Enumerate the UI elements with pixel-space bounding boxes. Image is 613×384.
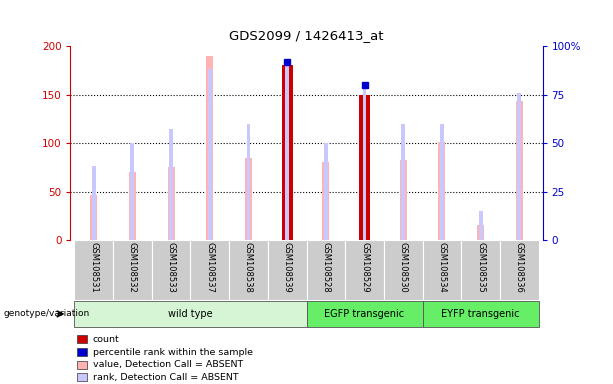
Bar <box>113 240 152 300</box>
Bar <box>479 211 482 240</box>
Bar <box>402 124 405 240</box>
Text: EGFP transgenic: EGFP transgenic <box>324 309 405 319</box>
Bar <box>500 240 539 300</box>
Text: percentile rank within the sample: percentile rank within the sample <box>93 348 253 357</box>
Text: EYFP transgenic: EYFP transgenic <box>441 309 520 319</box>
Bar <box>152 240 191 300</box>
Bar <box>438 142 446 240</box>
Text: GSM108535: GSM108535 <box>476 242 485 293</box>
Bar <box>422 240 461 300</box>
Text: GSM108537: GSM108537 <box>205 242 215 293</box>
Bar <box>167 167 175 240</box>
Bar <box>477 225 484 240</box>
Text: GSM108539: GSM108539 <box>283 242 292 293</box>
Bar <box>306 301 422 327</box>
Text: GSM108534: GSM108534 <box>438 242 446 293</box>
Text: GSM108532: GSM108532 <box>128 242 137 293</box>
Bar <box>74 301 306 327</box>
Bar <box>77 348 87 356</box>
Bar <box>285 61 289 240</box>
Bar <box>207 56 213 240</box>
Bar <box>229 240 268 300</box>
Bar <box>246 124 250 240</box>
Text: count: count <box>93 334 120 344</box>
Bar <box>361 159 368 240</box>
Bar <box>77 373 87 381</box>
Bar <box>90 195 97 240</box>
Bar <box>440 124 444 240</box>
Text: wild type: wild type <box>168 309 213 319</box>
Text: GSM108530: GSM108530 <box>398 242 408 293</box>
Bar <box>359 94 370 240</box>
Bar <box>268 240 306 300</box>
Bar <box>461 240 500 300</box>
Bar <box>345 240 384 300</box>
Bar <box>77 335 87 343</box>
Bar <box>306 240 345 300</box>
Text: genotype/variation: genotype/variation <box>3 310 89 318</box>
Bar <box>322 162 329 240</box>
Bar <box>282 65 292 240</box>
Bar <box>131 143 134 240</box>
Bar <box>384 240 422 300</box>
Bar <box>517 93 521 240</box>
Bar <box>324 143 328 240</box>
Bar <box>363 87 367 240</box>
Bar <box>245 157 252 240</box>
Text: GSM108533: GSM108533 <box>167 242 175 293</box>
Bar <box>516 101 523 240</box>
Text: GSM108529: GSM108529 <box>360 242 369 292</box>
Bar <box>77 361 87 369</box>
Title: GDS2099 / 1426413_at: GDS2099 / 1426413_at <box>229 29 384 42</box>
Bar <box>284 153 291 240</box>
Bar <box>92 166 96 240</box>
Text: value, Detection Call = ABSENT: value, Detection Call = ABSENT <box>93 360 243 369</box>
Bar <box>422 301 539 327</box>
Bar <box>191 240 229 300</box>
Bar <box>169 129 173 240</box>
Text: GSM108538: GSM108538 <box>244 242 253 293</box>
Text: rank, Detection Call = ABSENT: rank, Detection Call = ABSENT <box>93 372 238 382</box>
Text: GSM108536: GSM108536 <box>515 242 524 293</box>
Bar <box>74 240 113 300</box>
Text: GSM108528: GSM108528 <box>321 242 330 293</box>
Bar <box>400 159 406 240</box>
Bar <box>129 172 136 240</box>
Text: GSM108531: GSM108531 <box>89 242 98 293</box>
Bar <box>208 70 211 240</box>
